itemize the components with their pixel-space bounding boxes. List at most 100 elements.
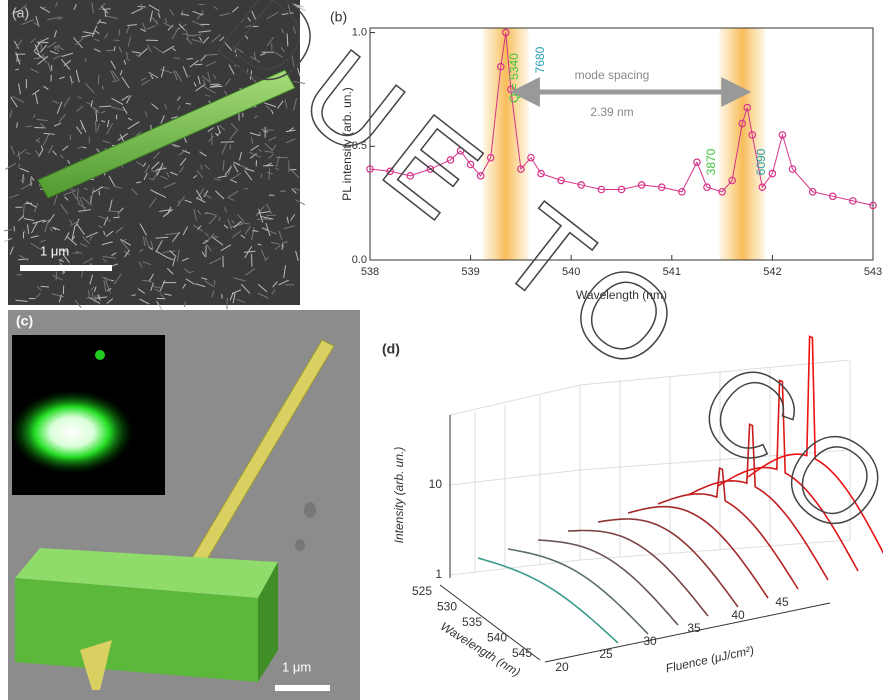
fiber (42, 220, 47, 223)
fiber (35, 150, 41, 157)
fiber (18, 254, 29, 262)
fiber (151, 169, 158, 173)
z-tick-label: 1 (435, 567, 442, 581)
fiber (285, 138, 296, 144)
fiber (227, 219, 233, 230)
fiber (171, 116, 178, 119)
y-tick-label: 530 (437, 600, 457, 614)
x-tick-label: 20 (555, 660, 569, 674)
fiber (172, 231, 181, 243)
fiber (200, 54, 207, 62)
fiber (103, 230, 106, 236)
fiber (258, 208, 264, 223)
fiber (80, 243, 88, 248)
y-tick-label: 0.5 (352, 140, 367, 152)
fiber (39, 123, 47, 129)
fiber (288, 127, 295, 132)
scale-bar (20, 265, 112, 271)
fiber (182, 66, 188, 77)
fiber (150, 240, 154, 250)
fiber (108, 199, 113, 211)
fiber (62, 253, 70, 263)
fiber (71, 225, 76, 239)
fiber (123, 59, 126, 65)
fiber (53, 227, 60, 231)
fiber (143, 172, 148, 181)
fiber (77, 146, 84, 149)
block-front (15, 578, 258, 682)
x-tick-label: 45 (775, 595, 789, 609)
fiber (227, 190, 239, 199)
fiber (201, 251, 206, 257)
fiber (280, 46, 286, 53)
fiber (154, 288, 162, 293)
annotation: 3870 (704, 148, 718, 175)
fiber (174, 70, 183, 82)
fiber (195, 83, 206, 92)
fiber (98, 2, 106, 11)
fiber (291, 188, 297, 194)
box-grid (449, 359, 851, 576)
fiber (228, 64, 235, 75)
fiber (91, 186, 104, 194)
fiber (233, 163, 239, 173)
fiber (97, 74, 100, 85)
data-point (597, 185, 606, 194)
fiber (182, 226, 189, 236)
fiber (118, 46, 123, 53)
fiber (197, 209, 201, 215)
fiber (257, 284, 268, 293)
wavelength-axis (439, 584, 541, 661)
fiber (220, 244, 232, 252)
fiber (97, 123, 100, 132)
fiber (213, 5, 218, 11)
fiber (100, 5, 109, 14)
x-tick-label: 543 (864, 266, 882, 278)
fiber (106, 122, 114, 135)
fiber (150, 282, 154, 292)
fiber (30, 38, 36, 44)
fiber (268, 153, 275, 159)
fiber (4, 237, 12, 243)
panel-label: (d) (382, 341, 400, 357)
fiber (207, 71, 211, 81)
fiber (151, 161, 160, 170)
fiber (90, 286, 95, 291)
fiber (281, 28, 285, 34)
fiber (231, 289, 242, 295)
fiber (127, 121, 140, 130)
fiber (291, 55, 295, 67)
fiber (58, 294, 62, 303)
panel-c: 1 μm (c) (8, 310, 360, 700)
fiber (152, 45, 165, 54)
fiber (40, 285, 49, 288)
fiber (251, 77, 257, 83)
data-point (849, 197, 857, 205)
fiber (91, 1, 94, 14)
fiber (152, 170, 160, 180)
fiber (266, 11, 279, 20)
fiber (58, 259, 65, 263)
fiber (156, 301, 164, 312)
fiber (164, 293, 172, 296)
y-tick-label: 0.0 (352, 254, 367, 266)
fiber (131, 294, 136, 296)
fiber (205, 61, 216, 67)
data-point (828, 192, 837, 201)
fiber (205, 243, 212, 252)
fiber (167, 24, 174, 31)
fiber (34, 51, 46, 60)
fiber (169, 250, 177, 257)
fiber (47, 16, 61, 21)
fiber (169, 8, 175, 16)
fiber (279, 189, 285, 193)
fiber (54, 30, 57, 38)
fiber (178, 23, 186, 31)
fiber (90, 105, 100, 114)
fiber (73, 3, 77, 11)
fiber (110, 70, 116, 80)
fiber (86, 101, 93, 106)
fiber (208, 135, 214, 142)
highlight-band (482, 28, 529, 260)
fiber (122, 238, 127, 243)
